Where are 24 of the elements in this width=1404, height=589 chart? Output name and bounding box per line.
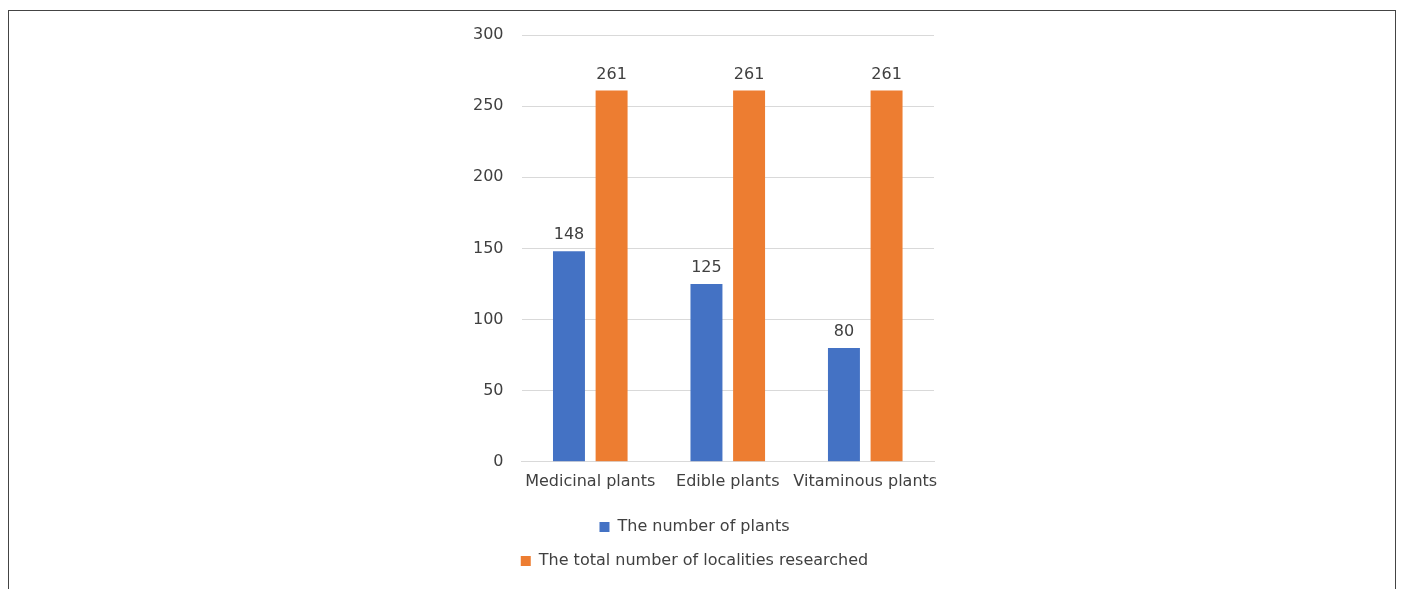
legend-label: The number of plants [616,516,790,536]
y-tick-label: 150 [472,237,504,257]
data-label: 148 [553,224,585,244]
y-tick-label: 0 [493,450,504,470]
y-tick-label: 250 [472,95,504,115]
x-tick-label: Medicinal plants [525,470,656,490]
bar [552,251,585,462]
y-tick-label: 100 [472,308,504,328]
data-label: 261 [871,63,902,83]
bar [870,90,903,462]
data-label: 261 [733,63,765,83]
legend-label: The total number of localities researched [537,550,869,570]
y-tick-label: 300 [472,24,504,44]
data-label: 125 [691,257,722,277]
bar [595,90,628,462]
y-tick-label: 200 [472,166,504,186]
bar [827,347,860,462]
data-label: 261 [596,63,627,83]
x-tick-label: Vitaminous plants [793,470,938,490]
x-tick-label: Edible plants [676,470,780,490]
y-tick-label: 50 [483,379,504,399]
bar [690,283,723,462]
bar [733,90,766,462]
data-label: 80 [833,321,855,341]
